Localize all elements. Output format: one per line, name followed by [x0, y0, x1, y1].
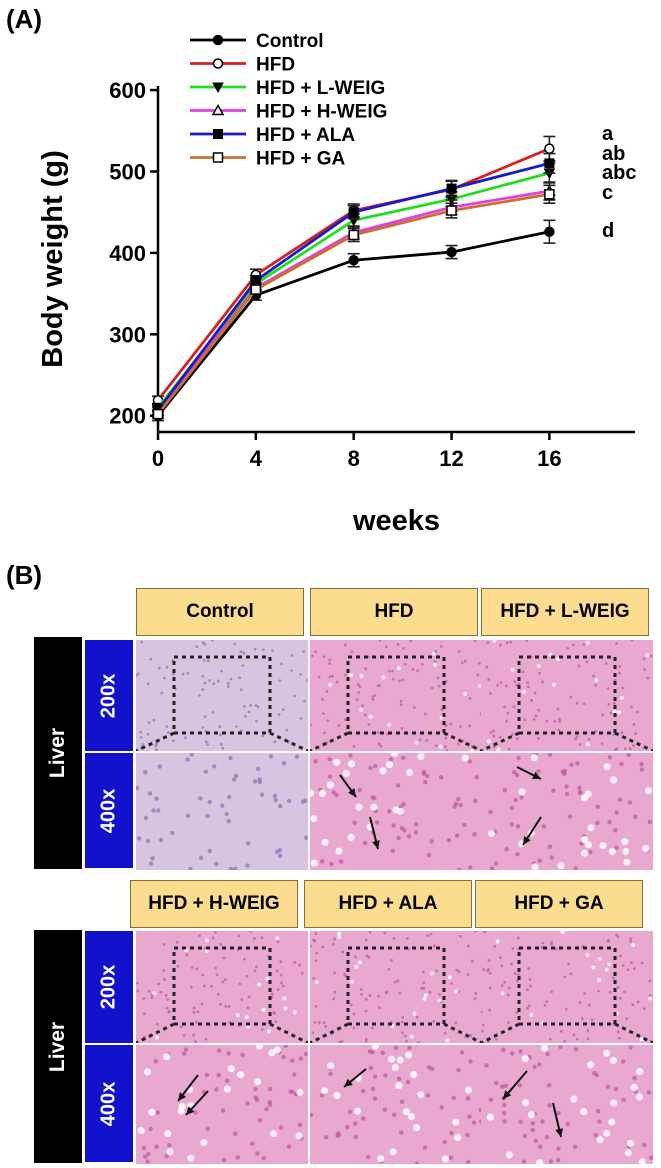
y-tick-label: 200 [109, 404, 146, 429]
x-tick-label: 0 [152, 446, 164, 471]
group-header: Control [136, 588, 304, 636]
legend-label: HFD + H-WEIG [256, 102, 387, 123]
significance-label: d [602, 220, 614, 242]
histology-200x-image [310, 640, 482, 751]
group-header: HFD + GA [475, 880, 643, 928]
magnification-label: 200x [85, 640, 133, 751]
y-tick-label: 600 [109, 78, 146, 103]
histology-400x-image [310, 1045, 482, 1164]
point-hfd-ga [544, 189, 555, 200]
point-hfd-ga [250, 284, 262, 295]
legend-label: HFD + ALA [256, 125, 355, 146]
legend-marker [213, 129, 223, 139]
panel-b-label: (B) [6, 560, 43, 590]
histology-200x-image [136, 640, 308, 751]
point-hfd-ga [446, 205, 457, 216]
y-tick-label: 400 [109, 241, 146, 266]
histology-200x-image [481, 931, 653, 1043]
x-tick-label: 16 [537, 446, 561, 471]
significance-label: c [602, 182, 613, 204]
legend-label: HFD + GA [256, 149, 345, 170]
significance-label: abc [602, 162, 636, 184]
x-axis-title: weeks [352, 505, 440, 537]
histology-200x-image [136, 931, 308, 1043]
point-hfd-ala [348, 207, 359, 218]
histology-200x-image [310, 931, 482, 1043]
y-tick-label: 300 [109, 322, 146, 347]
histology-200x-image [481, 640, 653, 751]
legend-marker [211, 103, 225, 116]
histology-400x-image [481, 753, 653, 870]
organ-label: Liver [34, 930, 82, 1163]
group-header: HFD + H-WEIG [130, 880, 298, 928]
magnification-label: 400x [85, 1045, 133, 1162]
legend-label: Control [256, 31, 324, 52]
legend-label: HFD [256, 55, 295, 76]
y-tick-label: 500 [109, 159, 146, 184]
group-header: HFD [310, 588, 478, 636]
magnification-label: 200x [85, 931, 133, 1043]
histology-400x-image [481, 1045, 653, 1164]
organ-label: Liver [34, 637, 82, 869]
histology-400x-image [136, 753, 308, 870]
magnification-label: 400x [85, 753, 133, 868]
point-hfd-ga [152, 408, 164, 420]
point-hfd-ala [446, 183, 457, 194]
point-control [446, 246, 457, 258]
x-tick-label: 8 [348, 446, 360, 471]
legend-marker [212, 152, 224, 163]
group-header: HFD + ALA [304, 880, 472, 928]
legend-marker [212, 82, 224, 94]
x-tick-label: 4 [250, 446, 263, 471]
point-control [348, 254, 359, 266]
panel-a-label: (A) [6, 4, 43, 34]
significance-label: a [602, 123, 614, 145]
point-hfd [544, 143, 555, 154]
legend-marker [212, 34, 224, 46]
group-header: HFD + L-WEIG [481, 588, 649, 636]
legend-marker [212, 58, 224, 69]
x-tick-label: 12 [439, 446, 463, 471]
point-control [544, 226, 555, 237]
significance-label: ab [602, 143, 625, 165]
point-hfd-ala [544, 158, 555, 169]
series-line-hfd [156, 147, 550, 402]
histology-400x-image [310, 753, 482, 870]
y-axis-title: Body weight (g) [37, 150, 69, 367]
point-hfd-ala [250, 275, 261, 286]
body-weight-chart: 200 300 400 500 600 0 4 8 12 16 weeks Body weight (… [37, 31, 636, 537]
histology-400x-image [136, 1045, 308, 1164]
legend-label: HFD + L-WEIG [256, 78, 385, 99]
point-hfd-ga [348, 229, 359, 241]
